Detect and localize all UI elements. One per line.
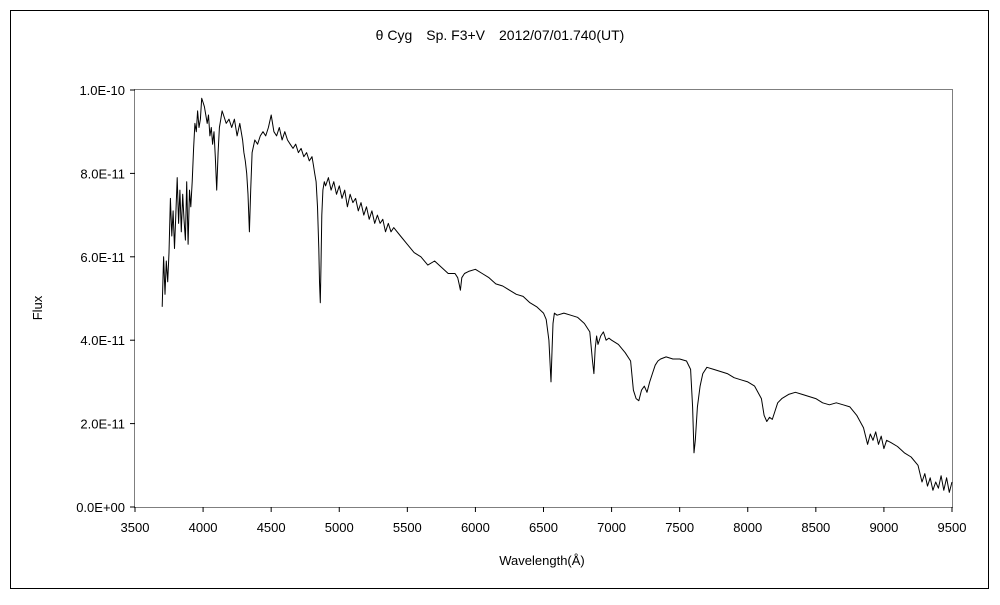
y-tick-label: 4.0E-11 [80,333,125,348]
x-tick-label: 5500 [393,520,422,535]
x-tick-label: 6500 [529,520,558,535]
x-tick-label: 8500 [801,520,830,535]
x-tick-label: 7000 [597,520,626,535]
plot-area [134,89,953,508]
y-tick-label: 0.0E+00 [76,500,125,515]
chart-frame [10,10,989,589]
y-axis: 0.0E+00 2.0E-11 4.0E-11 6.0E-11 8.0E-11 1.0E-… [76,83,135,515]
x-tick-label: 6000 [461,520,490,535]
chart-title: θ Cyg Sp. F3+V 2012/07/01.740(UT) [376,27,625,43]
y-tick-label: 6.0E-11 [80,250,125,265]
x-tick-label: 4000 [189,520,218,535]
x-axis-label: Wavelength(Å) [499,553,585,568]
y-axis-label: Flux [30,295,45,320]
y-tick-label: 8.0E-11 [80,166,125,181]
x-tick-label: 9500 [938,520,967,535]
x-tick-label: 4500 [257,520,286,535]
x-tick-label: 8000 [733,520,762,535]
x-tick-label: 9000 [869,520,898,535]
x-tick-label: 5000 [325,520,354,535]
y-tick-label: 2.0E-11 [80,417,125,432]
y-tick-label: 1.0E-10 [79,83,125,98]
spectrum-line [161,97,953,493]
x-axis: 3500 4000 4500 5000 5500 6000 6500 7000 7500 8000… [121,507,967,535]
x-tick-label: 3500 [121,520,150,535]
x-tick-label: 7500 [665,520,694,535]
